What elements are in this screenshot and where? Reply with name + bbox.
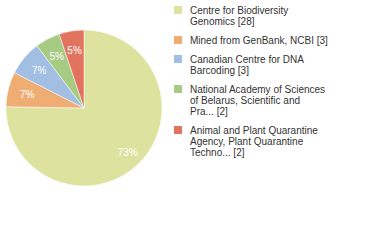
legend-line: Barcoding [3]	[190, 65, 249, 76]
legend-line: Agency, Plant Quarantine	[190, 136, 304, 147]
data-labels: 73%7%7%5%5%	[20, 45, 138, 158]
slice	[59, 30, 84, 108]
data-label: 7%	[32, 65, 47, 76]
data-label: 7%	[20, 89, 35, 100]
pie	[6, 30, 162, 186]
legend-line: Animal and Plant Quarantine	[190, 125, 318, 136]
legend-label: Canadian Centre for DNABarcoding [3]	[190, 54, 304, 76]
legend-label: Mined from GenBank, NCBI [3]	[190, 35, 328, 46]
legend-line: National Academy of Sciences	[190, 84, 325, 95]
data-label: 5%	[67, 45, 82, 56]
legend-line: of Belarus, Scientific and	[190, 95, 300, 106]
legend-line: Techno... [2]	[190, 147, 245, 158]
legend-swatch	[174, 36, 182, 44]
legend-swatch	[174, 126, 182, 134]
legend-label: Animal and Plant QuarantineAgency, Plant…	[190, 125, 318, 158]
legend-swatch	[174, 6, 182, 14]
legend-line: Canadian Centre for DNA	[190, 54, 304, 65]
chart: 73%7%7%5%5%Centre for BiodiversityGenomi…	[0, 0, 380, 240]
legend-label: Centre for BiodiversityGenomics [28]	[190, 5, 288, 27]
legend-swatch	[174, 55, 182, 63]
legend-label: National Academy of Sciencesof Belarus, …	[190, 84, 325, 117]
legend-line: Mined from GenBank, NCBI [3]	[190, 35, 328, 46]
legend-line: Genomics [28]	[190, 16, 255, 27]
legend-swatch	[174, 85, 182, 93]
legend: Centre for BiodiversityGenomics [28] Mine…	[174, 5, 328, 158]
data-label: 5%	[49, 51, 64, 62]
slice	[6, 30, 162, 186]
data-label: 73%	[118, 147, 138, 158]
legend-line: Pra... [2]	[190, 106, 228, 117]
legend-line: Centre for Biodiversity	[190, 5, 288, 16]
